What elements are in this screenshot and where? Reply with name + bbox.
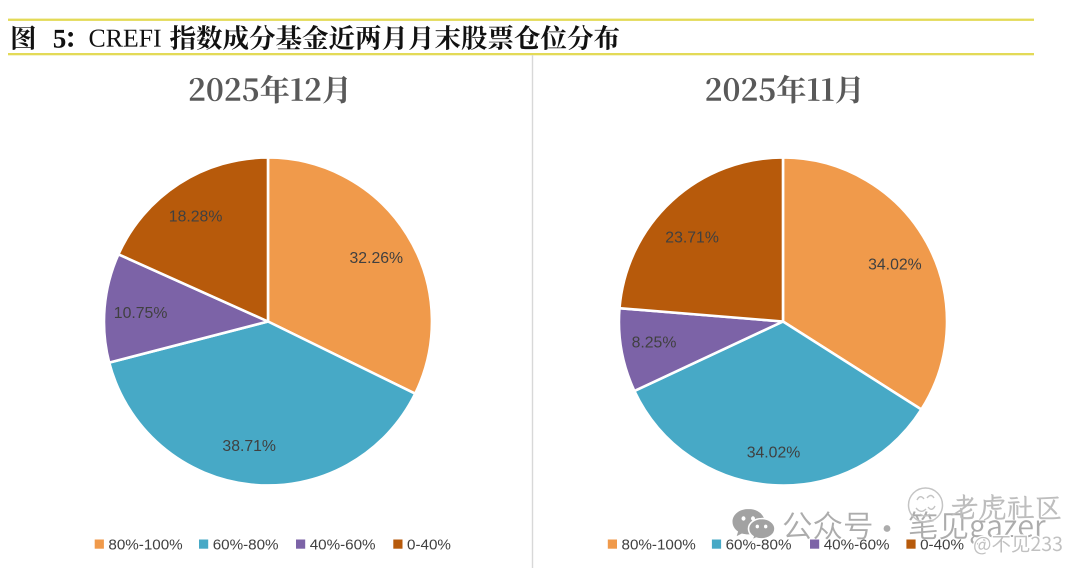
svg-text:18.28%: 18.28% <box>169 209 223 226</box>
svg-text:0-40%: 0-40% <box>407 536 451 553</box>
svg-text:0-40%: 0-40% <box>920 536 964 553</box>
svg-text:60%-80%: 60%-80% <box>726 536 792 553</box>
svg-text:40%-60%: 40%-60% <box>310 536 376 553</box>
svg-text:10.75%: 10.75% <box>114 305 168 322</box>
svg-text:32.26%: 32.26% <box>350 250 404 267</box>
svg-text:38.71%: 38.71% <box>222 438 276 455</box>
svg-text:40%-60%: 40%-60% <box>824 536 890 553</box>
svg-text:23.71%: 23.71% <box>665 230 719 247</box>
svg-text:60%-80%: 60%-80% <box>213 536 279 553</box>
svg-text:80%-100%: 80%-100% <box>108 536 182 553</box>
svg-text:34.02%: 34.02% <box>747 445 801 462</box>
svg-text:34.02%: 34.02% <box>868 257 922 274</box>
svg-text:8.25%: 8.25% <box>632 334 677 351</box>
svg-text:80%-100%: 80%-100% <box>622 536 696 553</box>
